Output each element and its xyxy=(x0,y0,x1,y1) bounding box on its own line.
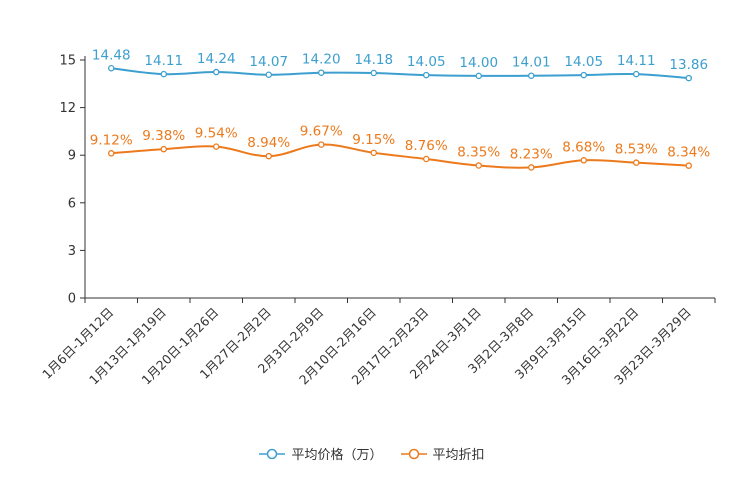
series-1-point xyxy=(633,159,640,166)
series-1-point xyxy=(528,164,535,171)
series-1-point xyxy=(370,149,377,157)
series-0-point xyxy=(108,65,115,72)
legend-discount-marker-icon xyxy=(400,448,427,459)
series-1-point xyxy=(160,145,167,153)
series-0-data-label: 14.11 xyxy=(144,53,183,69)
series-0-point xyxy=(633,70,640,78)
series-0-point xyxy=(475,72,482,80)
series-1-data-label: 8.76% xyxy=(405,138,448,154)
series-1-point xyxy=(212,143,220,150)
series-0-data-label: 14.00 xyxy=(459,55,498,71)
y-tick-label: 0 xyxy=(68,292,76,307)
series-0-point xyxy=(422,71,430,79)
series-1-line xyxy=(111,143,689,169)
legend-price-marker-icon xyxy=(259,448,286,459)
series-1-data-label: 9.15% xyxy=(352,132,395,148)
series-1-data-label: 8.23% xyxy=(510,146,553,162)
series-1-data-label: 8.35% xyxy=(457,145,500,161)
series-1-point xyxy=(422,155,430,163)
series-0-point xyxy=(685,74,693,82)
series-1-point xyxy=(317,141,325,148)
series-0-point xyxy=(160,70,167,78)
series-0-point xyxy=(370,69,377,77)
series-1-point xyxy=(108,150,115,157)
series-0-data-label: 14.07 xyxy=(249,54,288,70)
legend: 平均价格（万） 平均折扣 xyxy=(0,444,744,463)
series-1-data-label: 8.53% xyxy=(615,142,658,158)
series-0-point xyxy=(528,72,535,79)
series-1-data-label: 9.12% xyxy=(90,132,133,148)
series-1-data-label: 8.34% xyxy=(667,145,710,161)
y-tick-label: 6 xyxy=(68,196,76,211)
series-0-point xyxy=(317,69,325,76)
series-0-data-label: 14.05 xyxy=(407,54,446,70)
legend-discount-label: 平均折扣 xyxy=(432,448,485,463)
y-tick-label: 3 xyxy=(68,244,76,259)
series-1-point xyxy=(265,152,272,160)
series-0-data-label: 13.86 xyxy=(669,57,708,73)
series-1-data-label: 8.94% xyxy=(247,135,290,151)
series-1-point xyxy=(685,162,693,169)
series-1-data-label: 8.68% xyxy=(562,139,605,155)
legend-item-discount[interactable]: 平均折扣 xyxy=(400,444,485,463)
series-0-data-label: 14.11 xyxy=(617,53,656,69)
series-0-data-label: 14.20 xyxy=(302,52,341,68)
y-tick-label: 9 xyxy=(68,149,76,164)
series-0-data-label: 14.05 xyxy=(564,54,603,70)
series-0-point xyxy=(212,68,220,76)
series-0-data-label: 14.01 xyxy=(512,55,551,71)
legend-item-price[interactable]: 平均价格（万） xyxy=(259,444,383,463)
series-1-data-label: 9.38% xyxy=(142,128,185,144)
series-1-point xyxy=(580,157,588,164)
series-0-point xyxy=(580,71,588,79)
series-0-data-label: 14.18 xyxy=(354,52,393,68)
y-tick-label: 15 xyxy=(59,54,76,69)
series-1-point xyxy=(475,162,482,169)
series-0-line xyxy=(111,67,689,80)
series-1-data-label: 9.67% xyxy=(300,124,343,140)
series-0-data-label: 14.48 xyxy=(92,47,131,63)
y-tick-label: 12 xyxy=(59,101,76,116)
legend-price-label: 平均价格（万） xyxy=(291,448,383,463)
series-0-point xyxy=(265,71,272,79)
series-0-data-label: 14.24 xyxy=(197,51,236,67)
series-1-data-label: 9.54% xyxy=(195,126,238,142)
